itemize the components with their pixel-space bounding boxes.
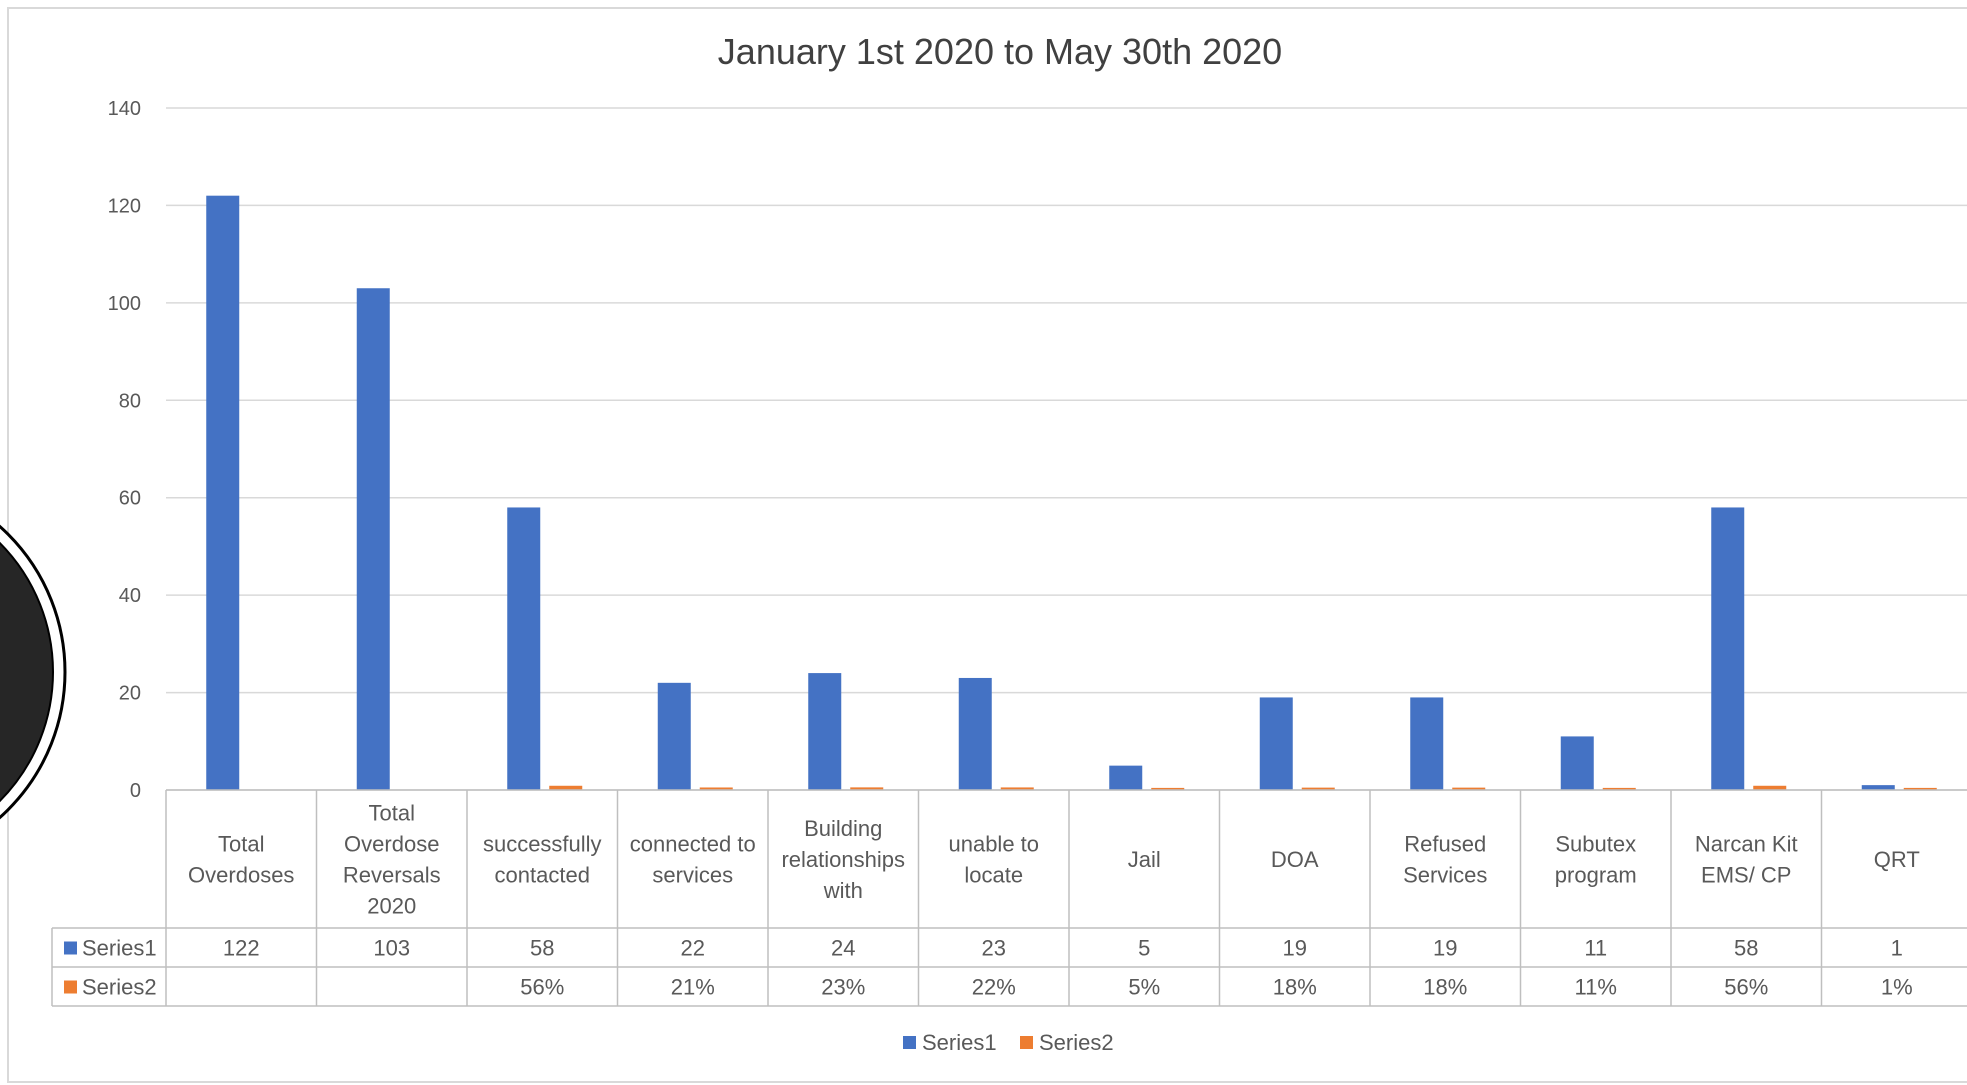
table-cell: 5 <box>1138 936 1150 961</box>
bar-series2 <box>1151 787 1185 790</box>
category-label: Total Overdoses <box>188 832 294 888</box>
bar-series2 <box>1000 787 1034 790</box>
y-tick-label: 60 <box>119 488 141 510</box>
y-tick-label: 0 <box>130 780 141 802</box>
table-cell: 24 <box>831 936 855 961</box>
bar-series1 <box>1560 736 1594 790</box>
bar-series1 <box>1109 765 1143 790</box>
table-cell: 21% <box>671 975 715 1000</box>
bar-series1 <box>958 677 992 790</box>
bar-series1 <box>657 682 691 790</box>
y-tick-label: 100 <box>108 293 141 315</box>
category-label: Building relationships with <box>781 816 905 903</box>
bar-series1 <box>356 288 390 790</box>
category-label: Narcan Kit EMS/ CP <box>1695 832 1798 888</box>
table-cell: 58 <box>530 936 554 961</box>
table-cell: 11% <box>1575 975 1617 1000</box>
table-cell: 122 <box>223 936 260 961</box>
category-label: DOA <box>1271 847 1319 872</box>
table-cell: 56% <box>1724 975 1768 1000</box>
bar-series1 <box>808 673 842 790</box>
bar-series1 <box>507 507 541 790</box>
table-row-header: Series1 <box>82 936 157 961</box>
table-cell: 18% <box>1423 975 1467 1000</box>
chart-title: January 1st 2020 to May 30th 2020 <box>718 31 1282 72</box>
bar-series2 <box>1301 787 1335 790</box>
decorative-circle <box>0 524 67 820</box>
legend-label: Series1 <box>922 1030 997 1055</box>
bars <box>206 195 1937 790</box>
y-tick-label: 140 <box>108 98 141 120</box>
y-tick-label: 40 <box>119 585 141 607</box>
table-cell: 22% <box>972 975 1016 1000</box>
bar-series2 <box>1602 787 1636 790</box>
table-cell: 18% <box>1273 975 1317 1000</box>
table-cell: 19 <box>1283 936 1307 961</box>
bar-series2 <box>549 785 583 790</box>
bar-series2 <box>1753 785 1787 790</box>
table-cell: 58 <box>1734 936 1758 961</box>
bar-series1 <box>1861 785 1895 790</box>
category-label: connected to services <box>630 832 756 888</box>
table-cell: 11 <box>1584 936 1607 961</box>
chart-border <box>7 7 1967 1083</box>
table-row-header: Series2 <box>82 975 157 1000</box>
bar-series2 <box>699 787 733 790</box>
category-label: Jail <box>1128 847 1161 872</box>
legend: Series1 Series2 <box>903 1030 1114 1055</box>
series-key-swatch <box>64 941 77 955</box>
category-label: Total Overdose Reversals 2020 <box>343 801 441 919</box>
legend-label: Series2 <box>1039 1030 1114 1055</box>
category-label: successfully contacted <box>483 832 602 888</box>
category-label: unable to locate <box>948 832 1039 888</box>
table-cell: 5% <box>1128 975 1160 1000</box>
table-cell: 103 <box>373 936 410 961</box>
legend-swatch <box>903 1036 916 1049</box>
bar-series1 <box>1259 697 1293 790</box>
category-label: Refused Services <box>1403 832 1487 888</box>
bar-series1 <box>1410 697 1444 790</box>
bar-series2 <box>1903 787 1937 790</box>
table-cell: 1 <box>1891 936 1903 961</box>
y-tick-label: 80 <box>119 390 141 412</box>
data-table: Total Overdoses Total Overdose Reversals 2020… <box>51 789 1967 1007</box>
legend-swatch <box>1020 1036 1033 1049</box>
gridlines <box>166 107 1967 791</box>
table-cell: 19 <box>1433 936 1457 961</box>
table-cell: 23 <box>982 936 1006 961</box>
table-cell: 1% <box>1881 975 1913 1000</box>
category-label: Subutex program <box>1555 832 1637 888</box>
bar-series1 <box>1711 507 1745 790</box>
y-tick-label: 20 <box>119 683 141 705</box>
table-cell: 23% <box>821 975 865 1000</box>
y-tick-label: 120 <box>108 195 141 217</box>
table-cell: 56% <box>520 975 564 1000</box>
bar-series2 <box>850 787 884 790</box>
y-axis-ticks: 0 20 40 60 80 100 120 140 <box>108 98 141 802</box>
bar-series1 <box>206 195 240 790</box>
bar-series2 <box>1452 787 1486 790</box>
series-key-swatch <box>64 980 77 994</box>
table-cell: 22 <box>681 936 705 961</box>
category-label: QRT <box>1874 847 1920 872</box>
